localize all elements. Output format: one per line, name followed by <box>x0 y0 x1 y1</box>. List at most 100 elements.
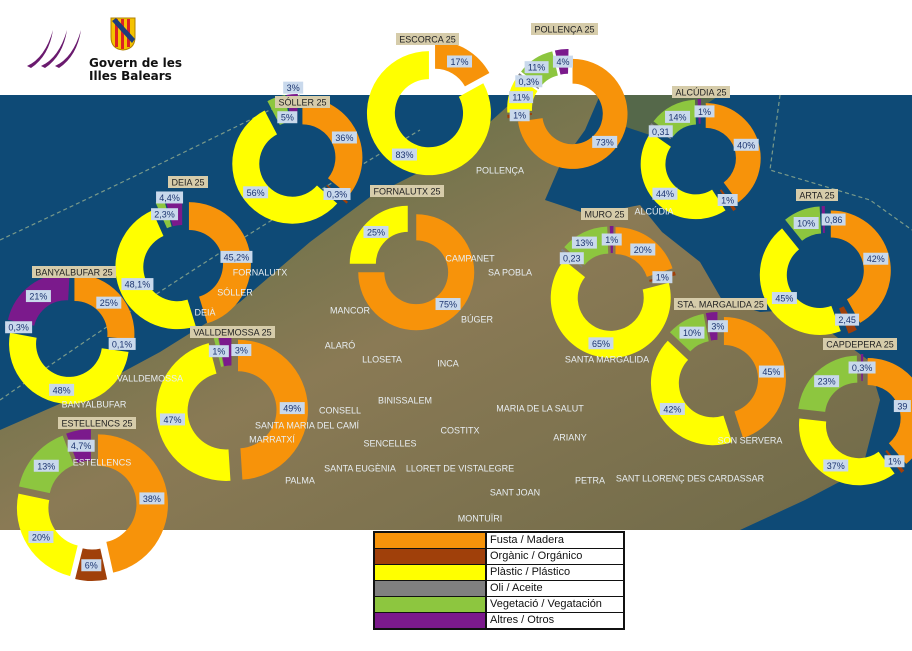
slice-label: 2,45 <box>838 315 856 325</box>
slice-label-group: 0,1% <box>108 337 136 350</box>
slice-label-group: 0,3% <box>515 75 543 88</box>
slice-fusta <box>705 103 761 203</box>
chart-title: POLLENÇA 25 <box>534 25 594 35</box>
slice-label-bg <box>652 271 673 284</box>
slice-label-group: 0,3% <box>5 321 33 334</box>
slice-label-group: 10% <box>679 326 705 339</box>
place-label-group: CAMPANET <box>445 254 495 264</box>
slice-label-group: 45,2% <box>220 250 253 263</box>
legend-label: Oli / Aceite <box>490 582 543 594</box>
legend-swatch <box>375 533 487 548</box>
slice-plastic <box>9 332 129 404</box>
place-label: PETRA <box>575 476 605 486</box>
place-label: FORNALUTX <box>233 268 288 278</box>
slice-label-bg <box>848 361 876 374</box>
slice-label: 65% <box>592 339 610 349</box>
slice-label-group: 73% <box>592 135 618 148</box>
slice-label-bg <box>277 111 298 124</box>
slice-label-bg <box>108 337 136 350</box>
place-label: CONSELL <box>319 406 361 416</box>
place-label-group: MONTUÏRI <box>458 514 503 524</box>
slice-label-bg <box>758 365 784 378</box>
place-label-group: SANTA MARIA DEL CAMÍ <box>255 421 360 431</box>
slice-label-bg <box>679 326 705 339</box>
coat-of-arms-icon <box>110 17 136 51</box>
slice-label-group: 45% <box>771 292 797 305</box>
slice-label: 36% <box>335 133 353 143</box>
slice-label: 11% <box>512 93 529 103</box>
chart-title: MURO 25 <box>584 210 624 220</box>
slice-label: 47% <box>163 415 181 425</box>
chart-title-bg <box>58 417 136 429</box>
place-label: BÚGER <box>461 315 494 325</box>
slice-label-bg <box>231 344 252 357</box>
slice-label: 1% <box>721 196 734 206</box>
slice-label: 25% <box>100 298 118 308</box>
slice-label-bg <box>630 243 656 256</box>
slice-label-bg <box>733 138 759 151</box>
slice-label-bg <box>151 208 179 221</box>
slice-label-group: 44% <box>652 187 678 200</box>
place-label-group: PALMA <box>285 476 315 486</box>
chart-title-bg <box>168 176 208 188</box>
chart-title-bg <box>672 86 730 98</box>
slice-label: 13% <box>37 461 55 471</box>
slice-label-group: 40% <box>733 138 759 151</box>
chart-title: ALCÚDIA 25 <box>675 88 726 98</box>
slice-label-bg <box>601 233 622 246</box>
slice-label-group: 1% <box>652 271 673 284</box>
chart-title-group: ESTELLENCS 25 <box>58 417 136 429</box>
place-label-group: CONSELL <box>319 406 361 416</box>
place-label-group: ESTELLENCS <box>73 458 132 468</box>
slice-label: 20% <box>32 532 50 542</box>
place-label-group: LLORET DE VISTALEGRE <box>406 464 514 474</box>
place-label-group: MANCOR <box>330 306 370 316</box>
slice-label-bg <box>652 187 678 200</box>
place-label-group: ALARÓ <box>325 341 356 351</box>
slice-label-bg <box>121 278 154 291</box>
place-label: ALARÓ <box>325 341 356 351</box>
legend-swatch <box>375 581 487 596</box>
slice-label: 49% <box>283 404 301 414</box>
place-label-group: SENCELLES <box>363 439 416 449</box>
chart-title: FORNALUTX 25 <box>373 187 440 197</box>
slice-label-bg <box>28 530 54 543</box>
slice-label: 23% <box>818 377 836 387</box>
chart-title-group: MURO 25 <box>581 208 628 220</box>
slice-label-bg <box>659 402 685 415</box>
slice-label-group: 23% <box>814 375 840 388</box>
chart-title-bg <box>823 338 897 350</box>
slice-label-group: 0,3% <box>323 187 351 200</box>
place-label: ALCÚDIA <box>634 207 673 217</box>
logo-line-2: Illes Balears <box>89 69 172 83</box>
place-label-group: MARRATXÍ <box>249 435 295 445</box>
slice-label: 4,7% <box>71 441 92 451</box>
slice-label-bg <box>509 91 534 104</box>
slice-label-group: 0,3% <box>848 361 876 374</box>
slice-fusta <box>97 434 168 573</box>
place-label-group: ALCÚDIA <box>634 207 673 217</box>
slice-label-group: 48,1% <box>121 278 154 291</box>
place-label-group: PETRA <box>575 476 605 486</box>
slice-label-bg <box>821 213 846 226</box>
place-label: SANTA EUGÈNIA <box>324 464 396 474</box>
place-label: SANT JOAN <box>490 488 540 498</box>
slice-label-bg <box>823 459 849 472</box>
slice-label-group: 45% <box>758 365 784 378</box>
place-label: SON SERVERA <box>718 436 783 446</box>
legend-item-oli: Oli / Aceite <box>375 581 623 597</box>
place-label: SÓLLER <box>217 288 253 298</box>
place-label: SANTA MARGALIDA <box>565 355 649 365</box>
slice-label: 4% <box>556 57 569 67</box>
slice-label-group: 20% <box>630 243 656 256</box>
legend-swatch <box>375 613 487 628</box>
place-label: MARIA DE LA SALUT <box>496 404 584 414</box>
slice-label-bg <box>363 225 389 238</box>
slice-label-group: 3% <box>283 81 304 94</box>
slice-label-bg <box>552 55 573 68</box>
chart-title: BANYALBUFAR 25 <box>35 268 112 278</box>
place-label: SA POBLA <box>488 268 532 278</box>
chart-title-bg <box>275 96 330 108</box>
place-label-group: ARIANY <box>553 433 587 443</box>
chart-title: VALLDEMOSSA 25 <box>193 328 271 338</box>
